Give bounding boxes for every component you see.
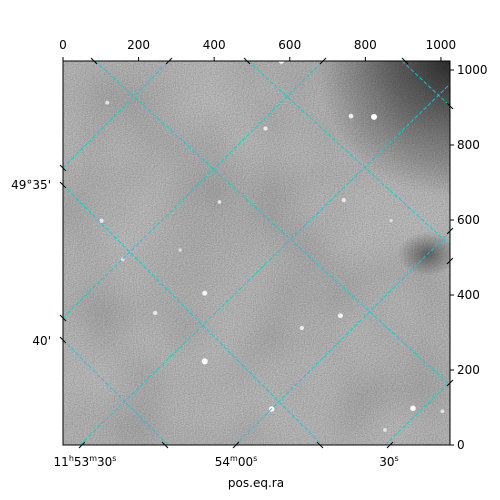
ra-tick-marks-bottom (78, 441, 394, 449)
point-source (99, 218, 104, 223)
y-pixel-tick-label: 200 (457, 363, 480, 377)
dec-grid-line (63, 61, 324, 319)
point-source (341, 198, 346, 203)
pixel-axes: 0 200 400 600 800 1000 0 200 400 600 800 1000 (59, 38, 487, 452)
point-source (105, 100, 110, 105)
ra-tick-label-1: 54m00s (215, 454, 258, 469)
dec-tick-marks-right (446, 102, 454, 387)
point-source (299, 325, 304, 331)
dec-tick-label-0: 49°35' (11, 178, 51, 192)
sky-image (63, 61, 450, 445)
point-source (371, 113, 378, 120)
point-source (217, 200, 222, 204)
x-pixel-tick-label: 600 (278, 38, 301, 52)
y-pixel-tick-label: 800 (457, 138, 480, 152)
x-axis-label: pos.eq.ra (228, 476, 284, 490)
point-source (440, 409, 445, 414)
dec-tick-marks-left (59, 164, 67, 344)
ra-grid-line (247, 61, 450, 246)
point-source (178, 248, 182, 252)
dec-grid-line (384, 381, 450, 445)
axes-frame (62, 60, 451, 446)
dec-tick-label-1: 40' (32, 334, 51, 348)
x-pixel-tick-label: 200 (127, 38, 150, 52)
point-source (263, 126, 268, 131)
x-pixel-tick-label: 1000 (426, 38, 457, 52)
dec-grid-line (79, 83, 450, 445)
ra-tick-label-2: 30s (379, 454, 398, 469)
ra-grid-line (63, 339, 169, 445)
y-pixel-tick-label: 600 (457, 213, 480, 227)
y-pixel-tick-label: 0 (457, 438, 465, 452)
point-source (202, 290, 208, 296)
coordinate-grid (63, 61, 450, 445)
point-source (337, 313, 343, 319)
x-pixel-tick-label: 400 (203, 38, 226, 52)
point-source (201, 358, 208, 365)
point-source (410, 405, 416, 412)
ra-grid-line (94, 61, 450, 386)
dec-grid-line (234, 231, 450, 445)
point-sources (99, 61, 445, 432)
dec-grid-line (63, 61, 170, 169)
point-source (153, 310, 158, 316)
point-source (278, 61, 285, 64)
ra-tick-marks-top (90, 57, 409, 65)
point-source (389, 219, 393, 223)
x-pixel-tick-label: 0 (59, 38, 67, 52)
y-pixel-tick-label: 400 (457, 288, 480, 302)
y-pixel-tick-label: 1000 (457, 63, 488, 77)
ra-tick-labels: 11h53m30s 54m00s 30s (54, 454, 399, 469)
point-source (383, 428, 387, 432)
dec-tick-labels: 49°35' 40' (11, 178, 51, 348)
ra-grid-line (63, 184, 323, 445)
ra-tick-label-0: 11h53m30s (54, 454, 117, 469)
ra-grid-line (401, 61, 450, 107)
point-source (348, 113, 354, 119)
x-pixel-tick-label: 800 (354, 38, 377, 52)
